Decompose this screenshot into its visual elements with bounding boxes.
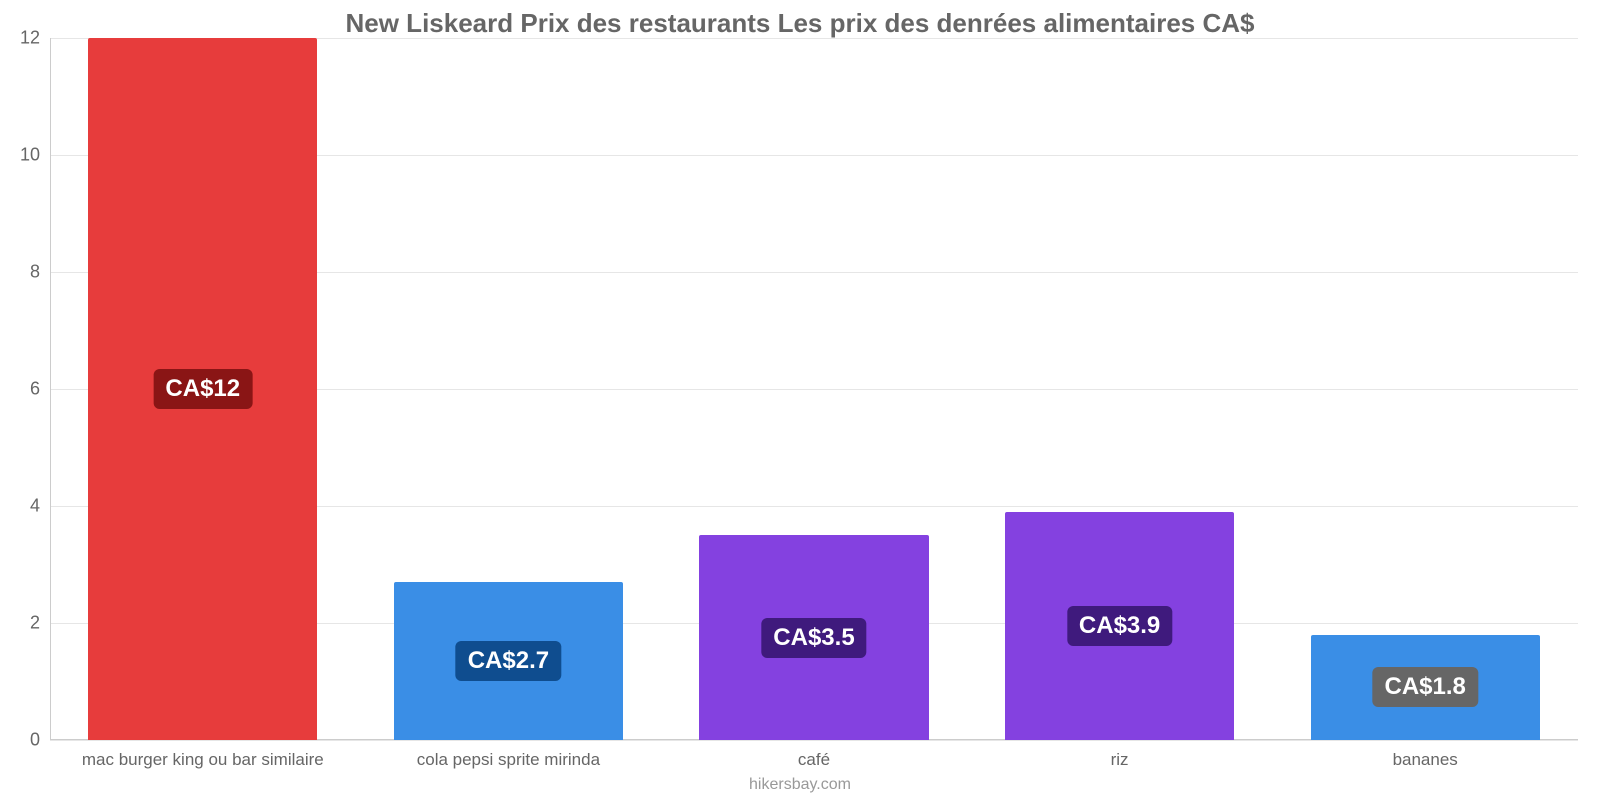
bar-value-label: CA$2.7 xyxy=(456,641,561,681)
y-tick-label: 0 xyxy=(30,730,50,751)
chart-title: New Liskeard Prix des restaurants Les pr… xyxy=(0,8,1600,39)
bar-value-label: CA$3.9 xyxy=(1067,606,1172,646)
bar: CA$12 xyxy=(88,38,317,740)
x-tick-label: mac burger king ou bar similaire xyxy=(82,740,324,770)
x-tick-label: riz xyxy=(1111,740,1129,770)
bar: CA$3.5 xyxy=(699,535,928,740)
chart-source: hikersbay.com xyxy=(0,776,1600,794)
x-tick-label: bananes xyxy=(1393,740,1458,770)
bar: CA$1.8 xyxy=(1311,635,1540,740)
bar-value-label: CA$1.8 xyxy=(1373,667,1478,707)
bar-value-label: CA$12 xyxy=(153,369,252,409)
bar-value-label: CA$3.5 xyxy=(761,618,866,658)
y-axis-line xyxy=(50,38,51,740)
bar: CA$3.9 xyxy=(1005,512,1234,740)
bar: CA$2.7 xyxy=(394,582,623,740)
y-tick-label: 12 xyxy=(20,28,50,49)
x-tick-label: cola pepsi sprite mirinda xyxy=(417,740,600,770)
plot-area: 024681012CA$12mac burger king ou bar sim… xyxy=(50,38,1578,740)
x-tick-label: café xyxy=(798,740,830,770)
y-tick-label: 2 xyxy=(30,613,50,634)
price-bar-chart: New Liskeard Prix des restaurants Les pr… xyxy=(0,0,1600,800)
y-tick-label: 8 xyxy=(30,262,50,283)
y-tick-label: 6 xyxy=(30,379,50,400)
y-tick-label: 4 xyxy=(30,496,50,517)
y-tick-label: 10 xyxy=(20,145,50,166)
